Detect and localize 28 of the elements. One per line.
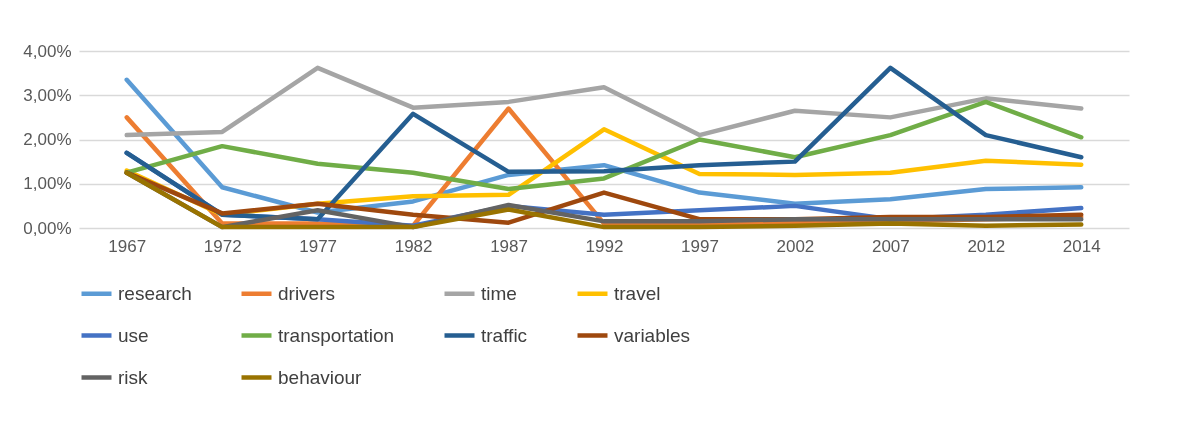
- y-tick-label: 4,00%: [23, 41, 72, 61]
- x-tick-label: 2014: [1062, 236, 1101, 256]
- x-tick-label: 1982: [394, 236, 433, 256]
- legend-label: travel: [614, 282, 661, 304]
- legend-label: drivers: [278, 282, 336, 304]
- x-tick-label: 2012: [967, 236, 1006, 256]
- legend-label: research: [118, 282, 192, 304]
- legend-label: use: [118, 324, 149, 346]
- x-tick-label: 1997: [681, 236, 719, 256]
- y-tick-label: 2,00%: [23, 130, 72, 149]
- x-tick-label: 1967: [108, 236, 147, 256]
- y-tick-label: 3,00%: [23, 85, 72, 105]
- line-series: [124, 65, 1084, 138]
- x-tick-label: 2002: [776, 236, 815, 256]
- line-series: [124, 99, 1084, 192]
- y-tick-label: 0,00%: [23, 218, 72, 238]
- x-tick-label: 1992: [585, 236, 624, 256]
- x-tick-label: 1972: [203, 236, 242, 256]
- x-tick-label: 1977: [299, 236, 338, 256]
- y-tick-label: 1,00%: [23, 174, 72, 194]
- legend-label: behaviour: [278, 366, 363, 388]
- legend-label: time: [481, 282, 517, 304]
- x-tick-label: 2007: [871, 236, 910, 256]
- legend-label: traffic: [481, 324, 528, 346]
- legend-label: transportation: [278, 324, 395, 346]
- legend-label: risk: [118, 366, 149, 388]
- x-tick-label: 1987: [490, 236, 528, 256]
- legend-label: variables: [614, 324, 691, 346]
